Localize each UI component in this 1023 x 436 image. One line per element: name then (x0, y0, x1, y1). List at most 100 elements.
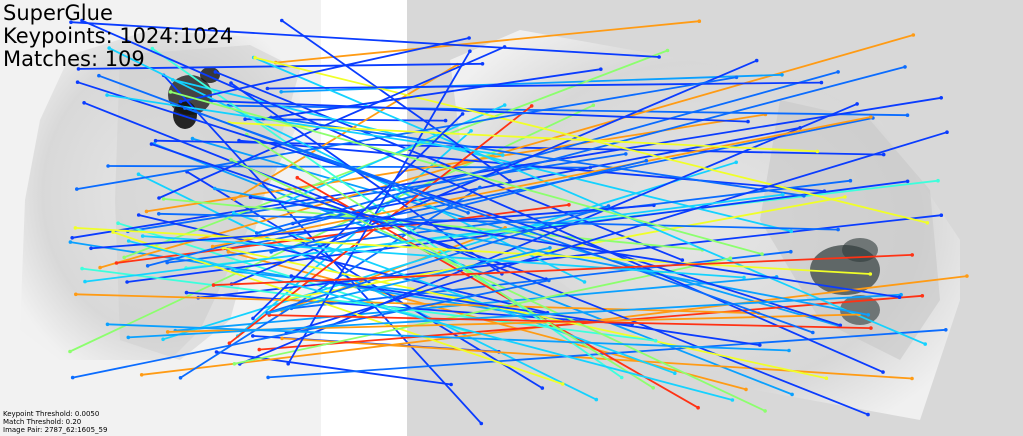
keypoint-dot (243, 117, 247, 121)
keypoint-dot (965, 274, 969, 278)
keypoint-dot (905, 179, 910, 184)
match-line (268, 246, 551, 314)
match-line (184, 107, 814, 334)
keypoint-dot (479, 421, 484, 426)
keypoint-dot (80, 266, 84, 271)
keypoint-dot (665, 48, 670, 53)
keypoint-dot (73, 226, 78, 230)
match-line (76, 76, 737, 190)
keypoint-dot (279, 90, 284, 94)
keypoint-dot (657, 55, 661, 59)
keypoint-dot (945, 130, 949, 134)
keypoint-dot (153, 138, 158, 143)
keypoint-dot (790, 392, 794, 397)
keypoint-dot (226, 250, 231, 254)
keypoint-dot (843, 195, 847, 199)
keypoint-dot (139, 373, 144, 377)
match-line (230, 82, 503, 275)
match-line (263, 68, 601, 120)
keypoint-dot (754, 58, 759, 63)
keypoint-dot (582, 280, 587, 284)
keypoint-dot (781, 192, 785, 197)
match-line (78, 62, 483, 70)
keypoint-dot (122, 255, 126, 260)
keypoint-dot (289, 274, 294, 278)
keypoint-dot (529, 104, 534, 108)
keypoint-dot (836, 70, 840, 74)
keypoint-dot (231, 211, 236, 215)
keypoint-dot (869, 326, 873, 330)
keypoint-dot (97, 73, 101, 78)
keypoint-dot (213, 70, 218, 74)
keypoint-dot (500, 153, 505, 157)
keypoint-dot (869, 115, 873, 119)
keypoint-dot (145, 264, 150, 268)
keypoint-dot (269, 250, 274, 254)
matches-label: Matches: 109 (3, 47, 145, 71)
keypoint-dot (920, 294, 925, 298)
keypoint-dot (824, 376, 829, 381)
match-line (211, 100, 749, 123)
keypoint-dot (126, 239, 131, 243)
keypoint-dot (68, 240, 73, 244)
match-line (252, 113, 464, 320)
keypoint-dot (253, 55, 257, 60)
keypoint-dot (624, 152, 628, 156)
keypoint-dot (111, 230, 115, 234)
keypoint-dot (105, 93, 109, 97)
match-line (238, 139, 825, 193)
keypoint-dot (443, 118, 448, 123)
keypoint-dot (758, 343, 762, 347)
keypoint-dot (905, 113, 910, 117)
match-line (170, 91, 763, 255)
keypoint-dot (606, 204, 611, 208)
keypoint-dot (114, 261, 119, 265)
match-line (214, 187, 869, 316)
match-line (269, 314, 871, 329)
match-line (233, 212, 676, 375)
keypoint-dot (467, 36, 471, 40)
keypoint-dot (125, 280, 129, 284)
match-lines (68, 18, 969, 426)
keypoint-dot (254, 231, 259, 235)
keypoint-dot (211, 283, 216, 287)
match-line (286, 131, 948, 334)
keypoint-dot (214, 350, 219, 354)
keypoint-dot (836, 227, 840, 232)
match-line (77, 81, 841, 327)
keypoint-dot (251, 334, 255, 338)
match-line (72, 279, 550, 379)
keypoint-dot (881, 152, 886, 157)
keypoint-dot (449, 382, 453, 387)
match-line (153, 143, 793, 396)
keypoint-dot (295, 175, 300, 180)
keypoint-dot (232, 197, 236, 202)
keypoint-dot (83, 279, 87, 284)
match-line (158, 46, 505, 199)
keypoint-dot (560, 382, 565, 386)
keypoint-dot (939, 96, 943, 100)
match-line (291, 250, 791, 310)
keypoint-dot (466, 211, 470, 215)
keypoint-dot (734, 75, 739, 80)
image-pair-label: Image Pair: 2787_62:1605_59 (3, 426, 108, 434)
keypoint-dot (227, 341, 232, 346)
keypoint-dot (150, 46, 155, 51)
keypoint-dot (229, 157, 233, 162)
keypoint-dot (822, 189, 827, 193)
keypoint-dot (910, 253, 914, 257)
match-line (246, 133, 654, 389)
keypoint-dot (161, 337, 165, 342)
keypoint-dot (599, 67, 603, 71)
keypoint-dot (673, 371, 677, 376)
match-line (292, 126, 801, 225)
keypoint-dot (591, 103, 596, 108)
match-line (234, 257, 731, 365)
keypoint-dot (80, 18, 84, 23)
keypoint-dot (469, 129, 473, 133)
match-line (128, 240, 733, 401)
keypoint-dot (178, 99, 183, 104)
keypoint-dot (105, 322, 110, 327)
match-line (256, 71, 839, 234)
keypoint-dot (903, 65, 907, 69)
